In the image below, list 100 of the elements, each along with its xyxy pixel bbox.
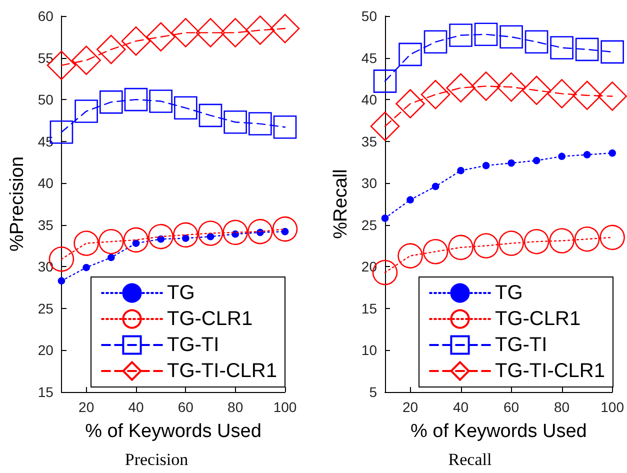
point [396, 89, 425, 118]
point [98, 228, 124, 254]
text: Recall [448, 450, 492, 469]
point [222, 220, 248, 246]
x-axis-title: % of Keywords Used [410, 421, 587, 442]
point [108, 254, 115, 262]
point [373, 70, 397, 93]
x-tick-label: 100 [600, 399, 624, 415]
point [574, 226, 600, 252]
point [248, 112, 272, 136]
point [224, 110, 247, 134]
point [270, 14, 300, 44]
y-tick-label: 30 [38, 258, 54, 275]
point [522, 76, 552, 106]
y-tick-label: 45 [361, 50, 378, 66]
y-tick-label: 50 [361, 8, 378, 24]
legend-label: TG-CLR1 [167, 308, 253, 330]
point [74, 230, 99, 256]
point [406, 196, 414, 204]
legend-label: TG [495, 282, 523, 304]
y-tick-label: 10 [361, 342, 378, 358]
x-tick-label: 100 [273, 399, 297, 415]
y-tick-label: 30 [361, 175, 378, 192]
point [457, 166, 464, 174]
y-tick-label: 35 [361, 133, 378, 150]
point [74, 100, 98, 123]
point [99, 90, 123, 114]
point [198, 104, 222, 128]
point [198, 220, 224, 246]
point [196, 18, 226, 48]
point [72, 46, 101, 75]
point [398, 243, 423, 268]
y-tick-label: 5 [369, 384, 378, 400]
point [273, 115, 297, 139]
point [246, 16, 275, 45]
x-tick-label: 20 [402, 399, 418, 415]
y-tick-label: 25 [38, 300, 54, 316]
point [420, 80, 450, 110]
point [471, 72, 501, 101]
point [171, 18, 200, 48]
point [96, 34, 126, 64]
point [146, 22, 176, 52]
point [432, 182, 440, 190]
point [572, 80, 602, 110]
point [424, 30, 448, 54]
text: Precision [124, 450, 189, 469]
point [422, 238, 448, 264]
point [272, 216, 298, 242]
point [82, 264, 90, 272]
point [173, 222, 198, 248]
point [600, 224, 625, 250]
x-tick-label: 60 [178, 399, 194, 415]
point [473, 233, 499, 258]
point [608, 149, 616, 157]
point [448, 234, 474, 260]
point [558, 152, 566, 160]
x-tick-label: 80 [228, 399, 244, 415]
point [600, 40, 624, 64]
y-tick-label: 40 [361, 92, 378, 108]
legend-label: TG-TI-CLR1 [167, 360, 277, 382]
point [550, 36, 574, 60]
point [446, 73, 476, 103]
point [449, 24, 472, 47]
point [524, 30, 548, 54]
point [398, 42, 422, 66]
legend-label: TG [167, 282, 195, 304]
point [524, 228, 550, 254]
y-axis-title: %Recall [330, 169, 352, 239]
x-tick-label: 80 [554, 399, 570, 415]
y-tick-label: 40 [38, 175, 54, 192]
point [482, 162, 490, 170]
point [248, 218, 273, 244]
point [583, 151, 591, 158]
legend-label: TG-CLR1 [495, 308, 581, 330]
y-tick-label: 25 [361, 216, 378, 233]
y-tick-label: 50 [38, 92, 54, 108]
point [500, 25, 523, 49]
point [381, 214, 389, 222]
point [547, 79, 576, 108]
x-tick-label: 40 [452, 399, 469, 415]
legend-label: TG-TI [495, 334, 548, 356]
y-tick-label: 60 [38, 8, 54, 24]
point [549, 228, 574, 254]
y-tick-label: 15 [361, 300, 378, 316]
point [575, 38, 599, 62]
point [496, 72, 526, 102]
point [498, 230, 524, 256]
point [508, 159, 515, 167]
y-tick-label: 20 [38, 342, 54, 358]
y-tick-label: 15 [38, 384, 54, 400]
y-axis-title: %Precision [7, 156, 28, 252]
legend-label: TG-TI-CLR1 [495, 360, 605, 382]
x-tick-label: 40 [128, 399, 144, 415]
point [148, 224, 174, 250]
point [123, 227, 149, 253]
point [220, 18, 250, 48]
point [121, 26, 151, 56]
y-tick-label: 35 [38, 216, 54, 233]
point [598, 82, 627, 111]
x-tick-label: 20 [78, 399, 94, 415]
